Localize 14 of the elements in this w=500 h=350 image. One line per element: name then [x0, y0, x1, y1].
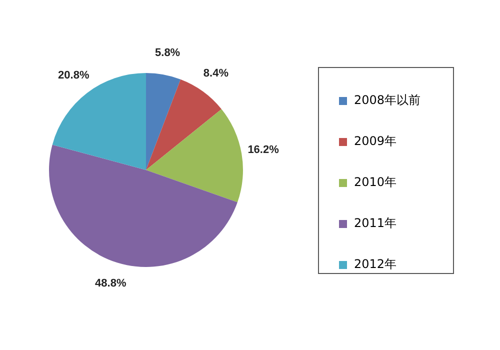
legend-label: 2012年 [354, 256, 397, 273]
legend-label: 2011年 [354, 215, 397, 232]
data-label: 16.2% [248, 144, 280, 156]
data-label: 48.8% [95, 278, 126, 290]
pie-slice [146, 79, 222, 170]
pie-slice [146, 73, 181, 170]
data-label: 5.8% [155, 46, 180, 59]
pie-slice [146, 109, 243, 202]
legend-label: 2009年 [354, 133, 397, 150]
legend-label: 2008年以前 [354, 92, 421, 109]
pie-slice [49, 144, 238, 267]
data-label: 8.4% [203, 68, 229, 80]
legend-label: 2010年 [354, 174, 397, 191]
data-label: 20.8% [58, 70, 90, 82]
